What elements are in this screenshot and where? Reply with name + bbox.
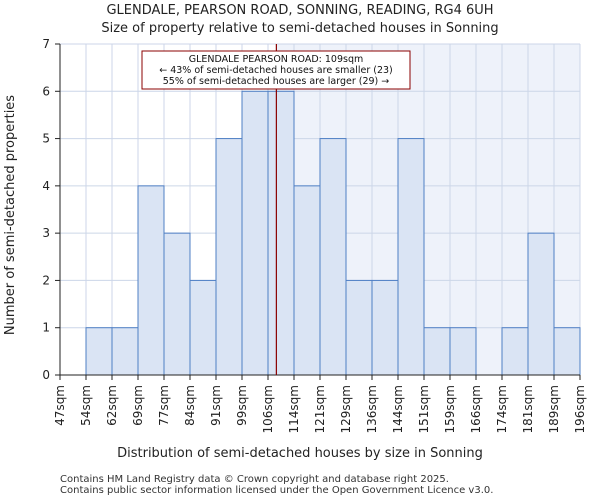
- x-tick-label: 159sqm: [443, 385, 457, 433]
- x-tick-label: 77sqm: [157, 385, 171, 426]
- histogram-bar: [85, 327, 113, 376]
- x-tick-label: 121sqm: [313, 385, 327, 433]
- histogram-bar: [449, 327, 477, 376]
- y-axis-label: Number of semi-detached properties: [3, 95, 18, 335]
- y-tick-label: 3: [42, 226, 50, 240]
- x-tick-label: 189sqm: [547, 385, 561, 433]
- annotation-box: [141, 50, 411, 90]
- y-tick-label: 1: [42, 321, 50, 335]
- x-axis-label: Distribution of semi-detached houses by …: [117, 446, 483, 461]
- y-tick-label: 2: [42, 273, 50, 287]
- chart-title: GLENDALE, PEARSON ROAD, SONNING, READING…: [106, 3, 493, 18]
- x-tick-label: 166sqm: [469, 385, 483, 433]
- histogram-bar: [215, 138, 243, 376]
- x-tick-label: 181sqm: [521, 385, 535, 433]
- x-tick-label: 129sqm: [339, 385, 353, 433]
- histogram-bar: [241, 90, 269, 376]
- histogram-bar: [553, 327, 581, 376]
- x-tick-labels: 47sqm 54sqm 62sqm 69sqm 77sqm 84sqm 91sqm 99sqm…: [53, 375, 587, 433]
- annotation-line: 55% of semi-detached houses are larger (…: [163, 76, 390, 87]
- property-marker: GLENDALE PEARSON ROAD: 109sqm← 43% of se…: [141, 44, 411, 375]
- x-tick-label: 136sqm: [365, 385, 379, 433]
- y-tick-labels: 0 1 2 3 4 5 6 7: [42, 37, 60, 382]
- histogram-bar: [163, 232, 191, 376]
- y-tick-label: 7: [42, 37, 50, 51]
- x-tick-label: 47sqm: [53, 385, 67, 426]
- histogram-bar: [345, 279, 373, 376]
- y-tick-label: 6: [42, 84, 50, 98]
- histogram-bar: [501, 327, 529, 376]
- x-tick-label: 151sqm: [417, 385, 431, 433]
- x-tick-label: 114sqm: [287, 385, 301, 433]
- histogram-bar: [189, 279, 217, 376]
- x-tick-label: 99sqm: [235, 385, 249, 426]
- x-tick-label: 91sqm: [209, 385, 223, 426]
- histogram-bar: [527, 232, 555, 376]
- x-tick-label: 62sqm: [105, 385, 119, 426]
- y-tick-label: 5: [42, 132, 50, 146]
- x-tick-label: 69sqm: [131, 385, 145, 426]
- histogram-bar: [137, 185, 165, 376]
- histogram-bar: [267, 90, 295, 376]
- histogram-bar: [397, 138, 425, 376]
- bars: [85, 90, 581, 376]
- histogram-bar: [293, 185, 321, 376]
- histogram-bar: [319, 138, 347, 376]
- x-tick-label: 84sqm: [183, 385, 197, 426]
- x-tick-label: 174sqm: [495, 385, 509, 433]
- x-tick-label: 196sqm: [573, 385, 587, 433]
- footer-licence: Contains public sector information licen…: [60, 485, 494, 496]
- chart-subtitle: Size of property relative to semi-detach…: [101, 21, 498, 36]
- histogram-bar: [423, 327, 451, 376]
- histogram-bar: [371, 279, 399, 376]
- footer-copyright: Contains HM Land Registry data © Crown c…: [60, 474, 449, 485]
- x-tick-label: 106sqm: [261, 385, 275, 433]
- x-tick-label: 54sqm: [79, 385, 93, 426]
- annotation-line: GLENDALE PEARSON ROAD: 109sqm: [189, 54, 364, 65]
- histogram-bar: [111, 327, 139, 376]
- annotation-line: ← 43% of semi-detached houses are smalle…: [159, 65, 393, 76]
- x-tick-label: 144sqm: [391, 385, 405, 433]
- y-tick-label: 0: [42, 368, 50, 382]
- y-tick-label: 4: [42, 179, 50, 193]
